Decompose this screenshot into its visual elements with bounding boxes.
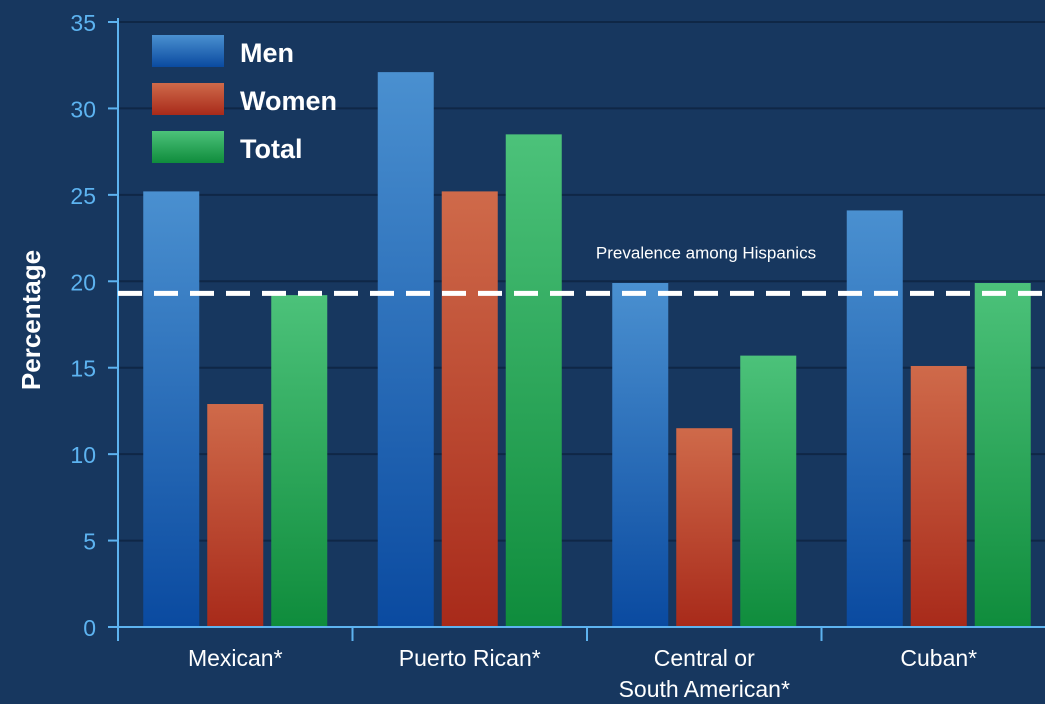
- y-tick-label: 5: [83, 529, 96, 555]
- y-tick-label: 30: [70, 96, 96, 122]
- axes: 0 5 10 15 20 25 30 35 Mexican* Puerto Rican* Centr…: [70, 10, 1045, 702]
- bar-total-1: [505, 134, 562, 627]
- y-tick-label: 10: [70, 442, 96, 468]
- legend-swatch-men: [152, 35, 224, 67]
- legend-swatch-women: [152, 83, 224, 115]
- bar-women-0: [207, 404, 264, 627]
- bar-men-1: [377, 72, 434, 628]
- bar-men-3: [846, 210, 903, 627]
- y-tick-label: 0: [83, 615, 96, 641]
- x-tick-label: Puerto Rican*: [399, 645, 541, 671]
- bar-women-2: [676, 428, 733, 627]
- x-tick-label: Cuban*: [900, 645, 977, 671]
- reference-line-label: Prevalence among Hispanics: [596, 243, 816, 262]
- legend-label-men: Men: [240, 38, 294, 68]
- bar-total-2: [740, 355, 797, 627]
- bars: [143, 72, 1031, 628]
- bar-total-3: [974, 283, 1031, 627]
- legend-label-women: Women: [240, 86, 337, 116]
- bar-total-0: [271, 295, 328, 627]
- reference-line-group: Prevalence among Hispanics: [118, 243, 1045, 296]
- bar-men-0: [143, 191, 200, 627]
- legend-swatch-total: [152, 131, 224, 163]
- bar-women-3: [910, 365, 967, 627]
- x-tick-label: Mexican*: [188, 645, 283, 671]
- x-tick-label: South American*: [619, 676, 790, 702]
- y-axis-label: Percentage: [16, 250, 46, 390]
- bar-men-2: [612, 283, 669, 627]
- bar-women-1: [441, 191, 498, 627]
- legend-label-total: Total: [240, 134, 303, 164]
- y-tick-label: 35: [70, 10, 96, 36]
- x-tick-label: Central or: [654, 645, 755, 671]
- y-tick-label: 20: [70, 269, 96, 295]
- legend: Men Women Total: [152, 35, 337, 164]
- y-tick-label: 25: [70, 183, 96, 209]
- y-tick-label: 15: [70, 356, 96, 382]
